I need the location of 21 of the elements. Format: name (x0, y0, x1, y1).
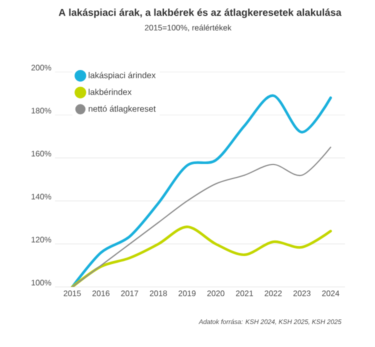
x-tick-label: 2020 (207, 290, 224, 296)
x-tick-label: 2022 (264, 290, 282, 296)
x-tick-label: 2024 (322, 290, 340, 296)
x-tick-label: 2019 (178, 290, 196, 296)
x-tick-label: 2016 (92, 290, 110, 296)
y-tick-label: 120% (32, 236, 52, 242)
legend-label: lakbérindex (88, 88, 132, 95)
chart-title: A lakáspiaci árak, a lakbérek és az átlagkeresetek alakulása (58, 8, 342, 18)
x-tick-label: 2018 (150, 290, 167, 296)
x-tick-label: 2023 (293, 290, 310, 296)
x-tick-label: 2017 (121, 290, 138, 296)
x-tick-label: 2015 (64, 290, 81, 296)
y-tick-label: 100% (32, 280, 52, 286)
y-tick-label: 200% (31, 64, 52, 70)
y-tick-label: 140% (32, 194, 52, 200)
chart-subtitle: 2015=100%, reálértékek (144, 24, 232, 32)
x-tick-label: 2021 (236, 290, 254, 296)
y-tick-label: 180% (32, 108, 52, 114)
legend-label: lakáspiaci árindex (88, 72, 156, 80)
y-tick-label: 160% (32, 150, 52, 156)
legend-label: nettó átlagkereset (88, 105, 156, 114)
